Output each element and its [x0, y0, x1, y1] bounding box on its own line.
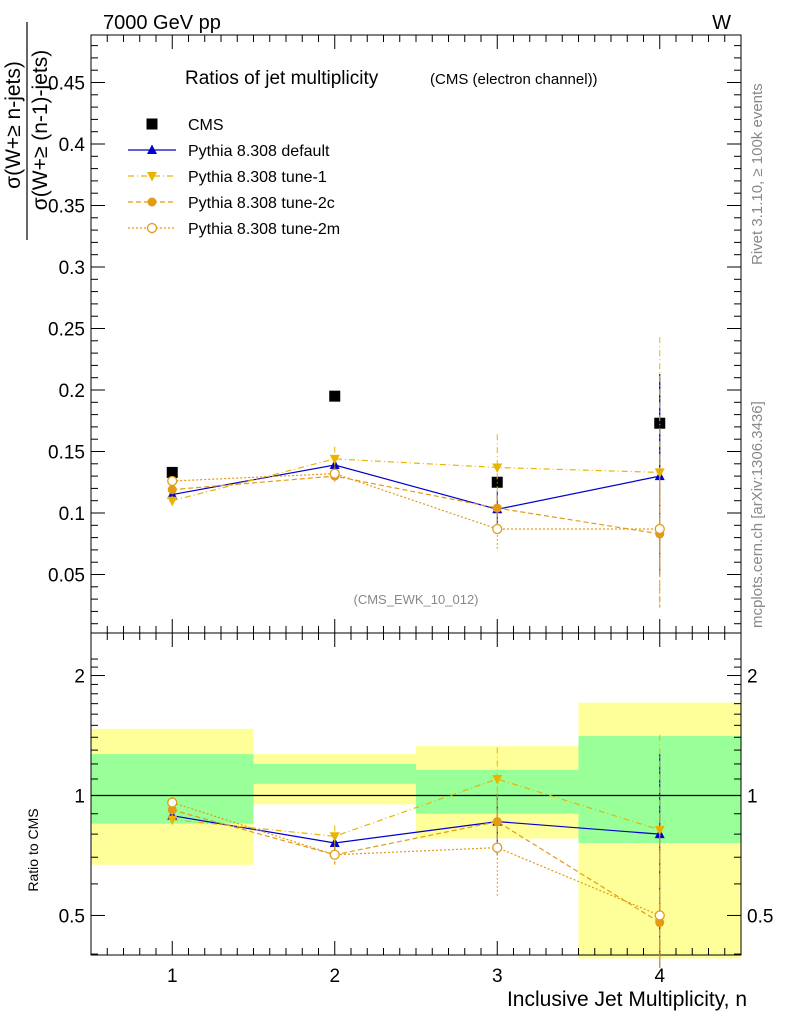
- y-tick-label: 0.3: [59, 258, 85, 279]
- ratio-point-tune1: [167, 815, 178, 826]
- ratio-y-axis-title: Ratio to CMS: [25, 808, 41, 891]
- point-tune2c: [167, 485, 177, 495]
- uncertainty-band-green: [253, 763, 416, 784]
- header-left: 7000 GeV pp: [103, 12, 221, 34]
- ratio-point-tune2c: [492, 817, 502, 827]
- main-panel: 0.05 0.1 0.15 0.2 0.25 0.3 0.35 0.4 0.45 Ratios …: [48, 34, 742, 634]
- point-tune2m: [329, 468, 340, 479]
- y-tick-label: 0.2: [59, 381, 85, 402]
- series-line-tune2c: [172, 475, 660, 535]
- y-tick-label: 2: [74, 667, 85, 688]
- legend-label: CMS: [188, 117, 224, 134]
- series-line-tune1: [172, 458, 660, 502]
- legend: CMS Pythia 8.308 default Pythia 8.308 tune…: [128, 117, 340, 238]
- x-tick-label: 4: [654, 966, 665, 987]
- legend-item-tune1: Pythia 8.308 tune-1: [128, 169, 327, 186]
- legend-item-default: Pythia 8.308 default: [128, 143, 330, 160]
- legend-item-tune2c: Pythia 8.308 tune-2c: [128, 195, 335, 212]
- ratio-point-tune2c: [167, 805, 177, 815]
- ratio-series-tune2m: [167, 797, 665, 968]
- legend-label: Pythia 8.308 default: [188, 143, 330, 160]
- series-tune1: [167, 337, 665, 608]
- series-cms: [166, 374, 666, 488]
- y-axis-title-numerator: σ(W+≥ n-jets): [2, 61, 25, 189]
- mcplots-label: mcplots.cern.ch [arXiv:1306.3436]: [749, 401, 766, 628]
- ratio-series-tune1: [167, 734, 665, 968]
- y-axis-title-denominator: σ(W+≥ (n-1)-jets): [29, 50, 52, 210]
- y-tick-label: 1: [74, 787, 85, 808]
- y-tick-label: 0.45: [48, 74, 85, 95]
- header-right: W: [712, 12, 731, 34]
- ratio-point-tune2m: [329, 849, 340, 860]
- y-tick-label: 0.05: [48, 566, 85, 587]
- legend-item-tune2m: Pythia 8.308 tune-2m: [128, 221, 340, 238]
- ratio-panel: 0.5 0.5 1 1 2 2 1 2 3 4: [59, 632, 773, 987]
- point-cms: [329, 390, 341, 402]
- point-cms: [166, 466, 178, 478]
- point-tune2m: [654, 523, 665, 535]
- y-tick-label: 0.35: [48, 197, 85, 218]
- legend-marker: [146, 222, 158, 234]
- ratio-line-tune1: [172, 778, 660, 837]
- x-tick-label: 2: [329, 966, 340, 987]
- legend-marker: [147, 197, 157, 207]
- point-tune1: [167, 496, 178, 507]
- series-default: [167, 377, 665, 575]
- point-tune2m: [492, 523, 503, 535]
- legend-label: Pythia 8.308 tune-2c: [188, 195, 335, 212]
- y-tick-label: 0.4: [59, 135, 86, 156]
- point-tune2m: [167, 475, 178, 487]
- ratio-point-tune1: [492, 775, 503, 785]
- legend-label: Pythia 8.308 tune-1: [188, 169, 327, 186]
- ratio-series: [91, 734, 741, 968]
- x-tick-label: 3: [492, 966, 503, 987]
- x-tick-label: 1: [167, 966, 178, 987]
- y-tick-label: 0.25: [48, 320, 85, 341]
- ratio-line-tune2m: [172, 801, 660, 917]
- ratio-bands: [91, 702, 741, 959]
- y-tick-label: 0.5: [59, 906, 85, 927]
- legend-item-cms: CMS: [146, 117, 224, 134]
- series-line-tune2m: [172, 473, 660, 530]
- ratio-point-tune1: [329, 832, 340, 842]
- point-tune1: [492, 463, 503, 473]
- ratio-line-tune2c: [172, 809, 661, 924]
- ratio-point-tune2m: [654, 910, 665, 921]
- chart-subtitle: (CMS (electron channel)): [430, 71, 598, 88]
- rivet-label: Rivet 3.1.10, ≥ 100k events: [749, 83, 766, 265]
- y-tick-label: 0.15: [48, 443, 85, 464]
- main-series: [166, 337, 666, 608]
- point-tune1: [654, 468, 665, 478]
- legend-marker: [147, 144, 157, 154]
- point-tune1: [329, 454, 340, 465]
- series-tune2m: [167, 466, 665, 573]
- main-ticks: 0.05 0.1 0.15 0.2 0.25 0.3 0.35 0.4 0.45: [48, 35, 741, 633]
- y-tick-label-right: 1: [747, 787, 758, 808]
- y-tick-label-right: 2: [747, 667, 758, 688]
- ratio-point-tune2m: [167, 797, 178, 808]
- y-tick-label: 0.1: [59, 504, 85, 525]
- y-tick-label-right: 0.5: [747, 906, 773, 927]
- chart-title: Ratios of jet multiplicity: [185, 68, 379, 89]
- series-line-default: [172, 464, 660, 510]
- ratio-line-default: [172, 815, 660, 844]
- main-y-axis-title: σ(W+≥ n-jets) σ(W+≥ (n-1)-jets): [2, 22, 52, 240]
- ratio-point-tune2m: [492, 842, 503, 853]
- analysis-tag: (CMS_EWK_10_012): [354, 592, 479, 607]
- legend-marker: [147, 172, 157, 182]
- point-cms: [491, 476, 503, 488]
- x-axis-title: Inclusive Jet Multiplicity, n: [507, 988, 747, 1011]
- legend-label: Pythia 8.308 tune-2m: [188, 221, 340, 238]
- legend-marker: [146, 118, 158, 130]
